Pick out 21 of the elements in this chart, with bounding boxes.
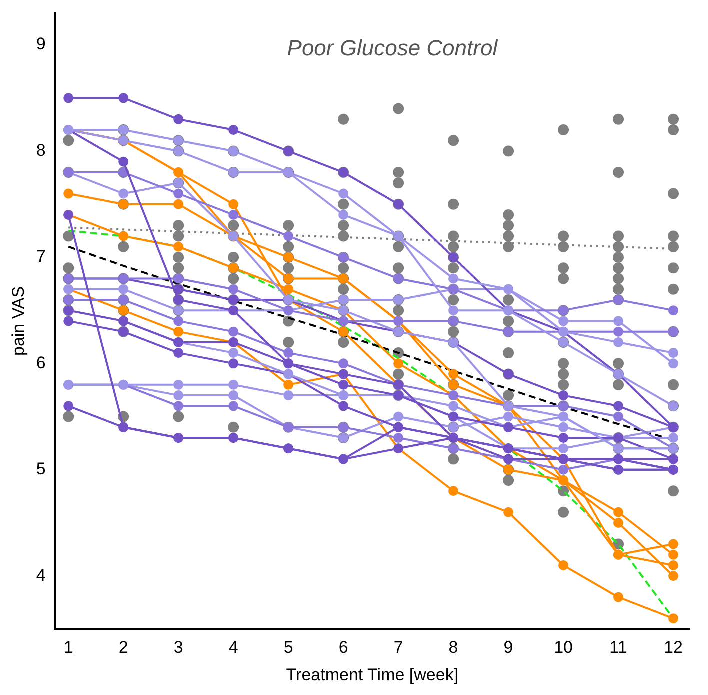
x-tick-label: 9 — [504, 638, 514, 658]
y-tick-label: 5 — [36, 460, 46, 479]
x-tick-label: 5 — [284, 638, 294, 658]
y-tick-label: 7 — [36, 247, 46, 266]
x-tick-label: 3 — [174, 638, 184, 658]
x-tick-label: 1 — [64, 638, 74, 658]
y-tick-label: 9 — [36, 34, 46, 54]
x-tick-label: 7 — [394, 638, 404, 658]
x-tick-label: 12 — [664, 638, 683, 658]
x-tick-label: 6 — [338, 638, 348, 658]
x-tick-label: 4 — [228, 638, 238, 658]
text: Poor Glucose Control — [287, 35, 499, 60]
y-tick-label: 6 — [36, 353, 46, 372]
y-axis-title: pain VAS — [8, 286, 28, 356]
x-tick-label: 11 — [610, 638, 628, 658]
x-axis-title: Treatment Time [week] — [286, 665, 459, 684]
y-tick-label: 4 — [36, 566, 46, 585]
y-tick-label: 8 — [36, 140, 46, 160]
x-tick-label: 8 — [448, 638, 458, 658]
x-tick-label: 2 — [118, 638, 128, 658]
x-tick-label: 10 — [554, 638, 573, 658]
